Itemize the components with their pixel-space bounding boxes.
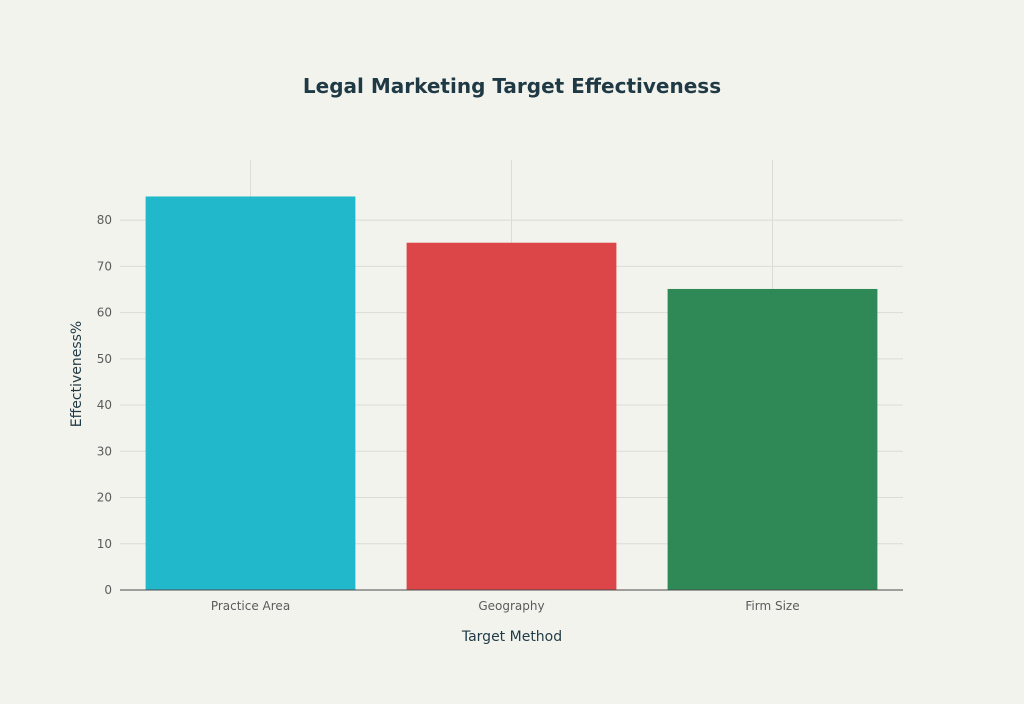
label-layer: 0 10 20 30 40 50 60 70 80 Practice Area Geography F… — [97, 213, 800, 613]
y-axis-title: Effectiveness% — [69, 321, 85, 427]
y-tick-label: 20 — [97, 491, 112, 505]
y-tick-label: 10 — [97, 537, 112, 551]
y-tick-label: 70 — [97, 259, 112, 273]
y-tick-label: 0 — [104, 583, 112, 597]
y-tick-label: 80 — [97, 213, 112, 227]
y-tick-label: 30 — [97, 444, 112, 458]
bar-practice-area — [145, 196, 356, 591]
x-axis-title: Target Method — [461, 629, 562, 645]
x-tick-label: Firm Size — [745, 599, 799, 613]
y-tick-label: 40 — [97, 398, 112, 412]
x-tick-label: Practice Area — [211, 599, 290, 613]
bars-layer — [145, 196, 878, 591]
bar-firm-size — [667, 288, 878, 591]
y-tick-label: 50 — [97, 352, 112, 366]
chart-title: Legal Marketing Target Effectiveness — [303, 74, 721, 98]
y-tick-label: 60 — [97, 306, 112, 320]
x-tick-label: Geography — [478, 599, 544, 613]
bar-geography — [406, 242, 617, 591]
